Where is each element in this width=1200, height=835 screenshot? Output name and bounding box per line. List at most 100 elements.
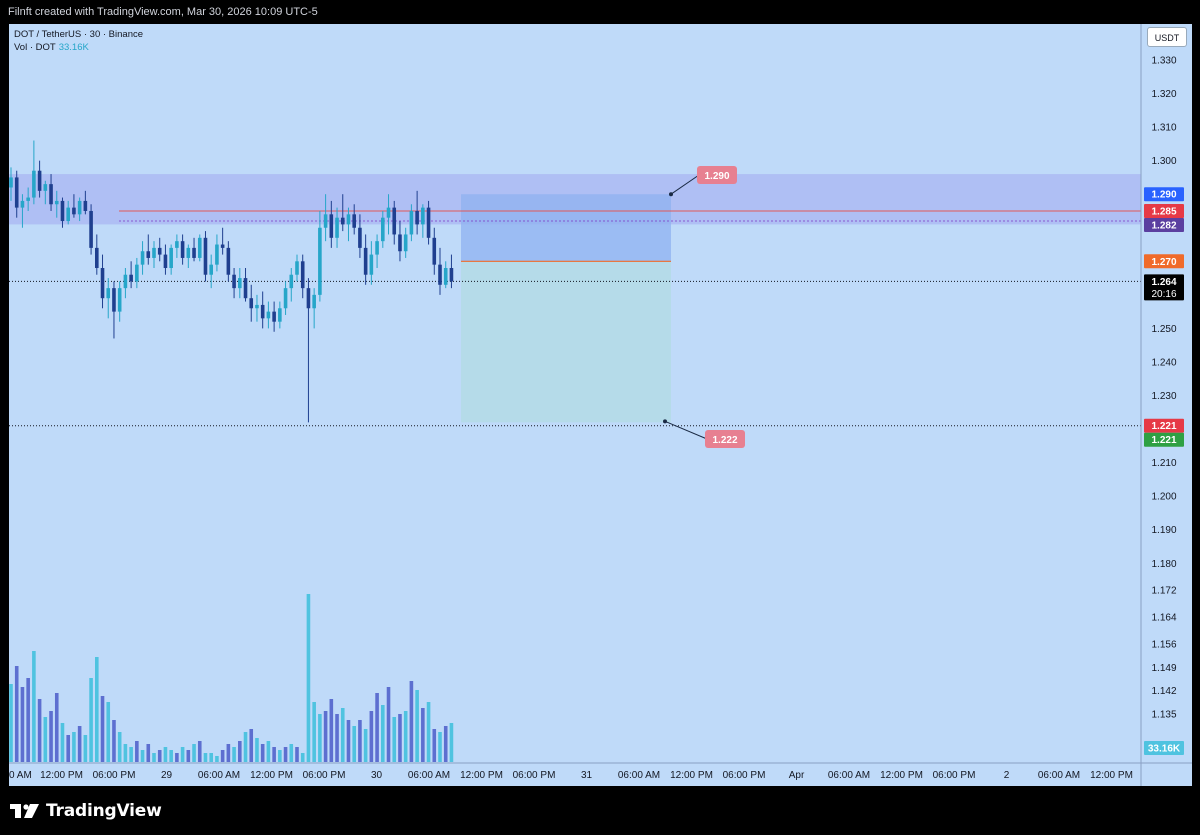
volume-bar: [421, 708, 425, 762]
volume-bar: [449, 723, 454, 762]
candle-series: [9, 140, 454, 423]
volume-bar: [403, 711, 408, 762]
candle-body: [449, 268, 454, 282]
candle-body: [129, 274, 133, 282]
candle-body: [152, 247, 156, 258]
chart-canvas[interactable]: 1.290 1.222 1.330 1.320 1.310 1.300 1.250 1.24…: [9, 24, 1192, 786]
price-tick-label: 1.190: [1151, 525, 1176, 536]
candle-body: [363, 247, 368, 275]
price-tag: [1144, 741, 1184, 755]
time-tick-label: 12:00 PM: [670, 770, 713, 781]
volume-bar: [66, 735, 70, 762]
price-tick-label: 1.180: [1151, 559, 1176, 570]
price-tick-label: 1.164: [1151, 612, 1176, 623]
volume-bar: [175, 753, 179, 762]
time-tick-label: 06:00 AM: [408, 770, 450, 781]
price-tag-text: 1.264: [1151, 277, 1176, 288]
volume-bar: [152, 753, 156, 762]
time-tick-label: 06:00 AM: [1038, 770, 1080, 781]
tradingview-brand: TradingView: [46, 801, 162, 821]
target-zone: [461, 261, 671, 423]
price-tick-label: 1.142: [1151, 686, 1176, 697]
candle-body: [392, 207, 397, 235]
candle-body: [346, 214, 351, 225]
volume-bar: [54, 693, 59, 762]
price-tag: [1144, 254, 1184, 269]
time-tick-label: 06:00 PM: [303, 770, 346, 781]
price-tag-text: 1.290: [1151, 190, 1176, 201]
volume-bar: [95, 657, 99, 762]
annotation-leader: [670, 174, 700, 195]
volume-bar: [398, 714, 402, 762]
candle-body: [37, 170, 42, 191]
time-tick-label: 06:00 PM: [513, 770, 556, 781]
volume-bar: [26, 678, 30, 762]
volume-bar: [106, 702, 111, 762]
chart-frame[interactable]: 1.290 1.222 1.330 1.320 1.310 1.300 1.250 1.24…: [9, 24, 1192, 786]
volume-bar: [323, 711, 328, 762]
volume-bar: [32, 651, 36, 762]
chart-header-title: Filnft created with TradingView.com, Mar…: [0, 0, 1200, 24]
currency-button[interactable]: USDT: [1147, 27, 1187, 47]
candle-body: [323, 214, 328, 228]
candle-body: [340, 217, 345, 225]
volume-bar: [295, 747, 299, 762]
volume-bar: [192, 744, 196, 762]
volume-bar: [392, 717, 397, 762]
volume-bar: [340, 708, 345, 762]
price-tick-label: 1.250: [1151, 324, 1176, 335]
candle-body: [169, 247, 173, 269]
candle-body: [415, 210, 419, 225]
price-tag: [1144, 217, 1184, 232]
candle-body: [135, 264, 139, 282]
time-tick-label: Apr: [789, 770, 805, 781]
candle-body: [278, 308, 282, 322]
legend-symbol[interactable]: DOT / TetherUS · 30 · Binance: [14, 29, 144, 40]
legend-volume-value: 33.16K: [58, 42, 89, 53]
candle-body: [243, 278, 248, 299]
volume-bar: [89, 678, 93, 762]
volume-bar: [432, 729, 437, 762]
candle-body: [32, 170, 36, 198]
candle-body: [375, 241, 379, 255]
volume-bar: [381, 705, 385, 762]
volume-bar: [335, 714, 339, 762]
candle-body: [77, 200, 82, 215]
volume-bar: [346, 720, 351, 762]
price-tag-text: 1.270: [1151, 257, 1176, 268]
candle-body: [209, 264, 213, 275]
volume-bar: [140, 750, 145, 762]
volume-bar: [289, 744, 294, 762]
candle-body: [272, 311, 276, 322]
volume-bar: [203, 753, 208, 762]
volume-bar: [438, 732, 442, 762]
volume-bar: [180, 747, 185, 762]
volume-bar: [283, 747, 288, 762]
volume-bar: [369, 711, 374, 762]
candle-body: [421, 207, 425, 225]
candle-body: [66, 207, 70, 222]
volume-bar: [186, 750, 191, 762]
volume-bar: [243, 732, 248, 762]
volume-bar: [386, 687, 391, 762]
tradingview-logo[interactable]: TradingView: [10, 800, 162, 822]
price-tick-label: 1.135: [1151, 710, 1176, 721]
annotation-anchor: [663, 419, 667, 424]
volume-bar: [135, 741, 139, 762]
candle-body: [386, 207, 391, 218]
volume-bar: [278, 750, 282, 762]
candle-body: [123, 274, 128, 289]
legend-volume[interactable]: Vol · DOT 33.16K: [14, 42, 89, 53]
volume-bar: [312, 702, 316, 762]
annotation-anchor: [669, 192, 673, 197]
volume-bar: [117, 732, 122, 762]
volume-bar: [415, 690, 419, 762]
price-tick-label: 1.320: [1151, 89, 1176, 100]
candle-body: [335, 217, 339, 238]
annotation-leader: [664, 420, 708, 440]
price-tag-text: 1.221: [1151, 421, 1176, 432]
price-tag: [1144, 432, 1184, 447]
candle-body: [175, 241, 179, 248]
volume-bar: [215, 756, 219, 762]
